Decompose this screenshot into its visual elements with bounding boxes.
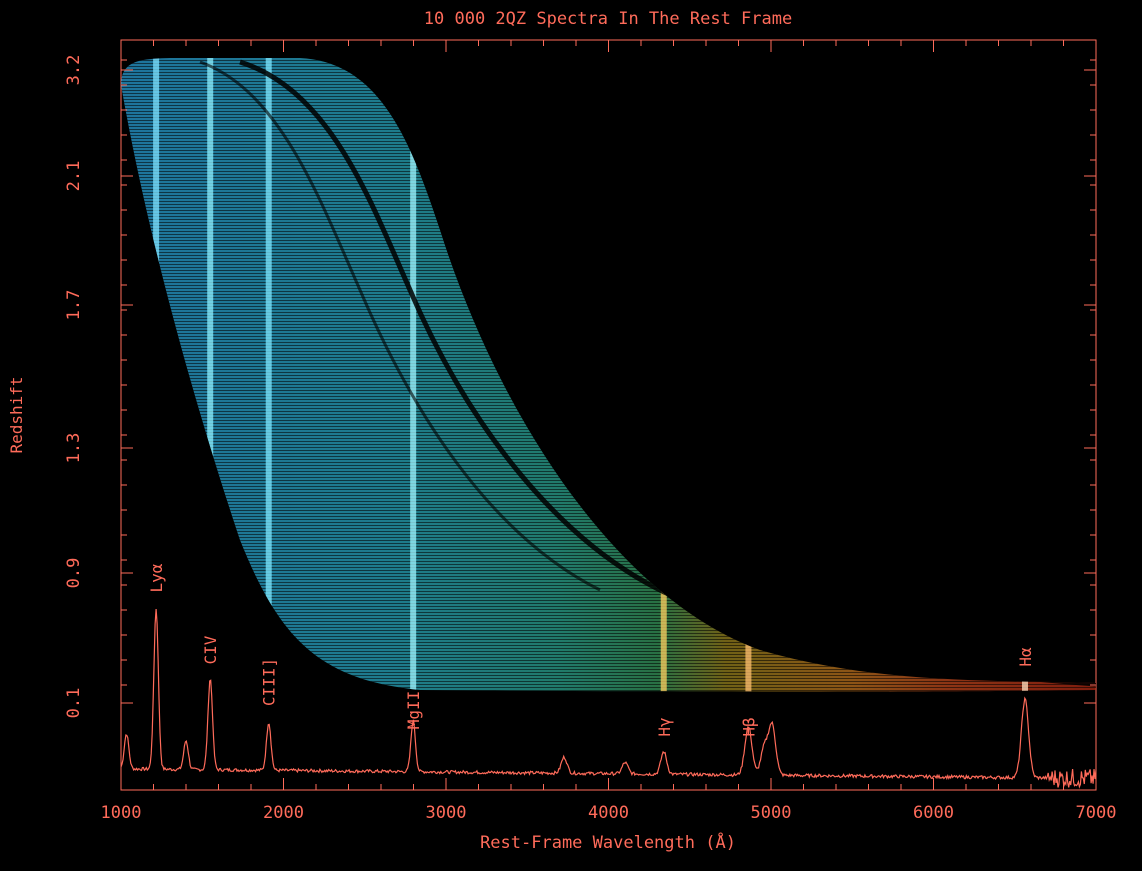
x-tick-label: 1000 <box>101 803 142 823</box>
x-tick-label: 3000 <box>426 803 467 823</box>
emission-line-label: CIV <box>201 635 220 664</box>
x-axis-ticks: 1000 2000 3000 4000 5000 6000 7000 <box>101 40 1117 823</box>
spectra-heatmap <box>121 58 1096 692</box>
y-tick-label: 0.1 <box>64 688 84 719</box>
emission-streak <box>1021 58 1028 692</box>
emission-streak <box>265 58 272 692</box>
emission-streak <box>410 58 417 692</box>
emission-streak <box>745 58 752 692</box>
x-tick-label: 4000 <box>588 803 629 823</box>
y-tick-label: 2.1 <box>64 161 84 192</box>
emission-line-label: Hγ <box>655 717 674 736</box>
emission-line-label: MgII <box>404 691 423 730</box>
y-tick-label: 3.2 <box>64 55 84 86</box>
emission-line-label: Hβ <box>739 717 758 736</box>
x-tick-label: 2000 <box>263 803 304 823</box>
x-tick-label: 6000 <box>913 803 954 823</box>
y-tick-label: 0.9 <box>64 558 84 589</box>
y-axis-label: Redshift <box>7 376 26 453</box>
y-tick-label: 1.7 <box>64 290 84 321</box>
absorption-curve <box>199 60 601 592</box>
x-tick-label: 5000 <box>751 803 792 823</box>
emission-streak <box>207 58 214 692</box>
x-tick-label: 7000 <box>1076 803 1117 823</box>
y-tick-label: 1.3 <box>64 433 84 464</box>
chart-title: 10 000 2QZ Spectra In The Rest Frame <box>424 9 792 29</box>
emission-line-label: Lyα <box>147 563 166 592</box>
emission-line-label: CIII] <box>260 658 279 706</box>
emission-line-labels: Lyα CIV CIII] MgII Hγ Hβ Hα <box>147 563 1035 736</box>
x-axis-label: Rest-Frame Wavelength (Å) <box>480 831 736 853</box>
emission-streak <box>660 58 667 692</box>
emission-line-label: Hα <box>1016 647 1035 667</box>
emission-streak <box>153 58 160 692</box>
composite-spectrum-line <box>120 608 1097 789</box>
y-axis-ticks: 0.1 0.9 1.3 1.7 2.1 3.2 <box>64 55 1096 719</box>
